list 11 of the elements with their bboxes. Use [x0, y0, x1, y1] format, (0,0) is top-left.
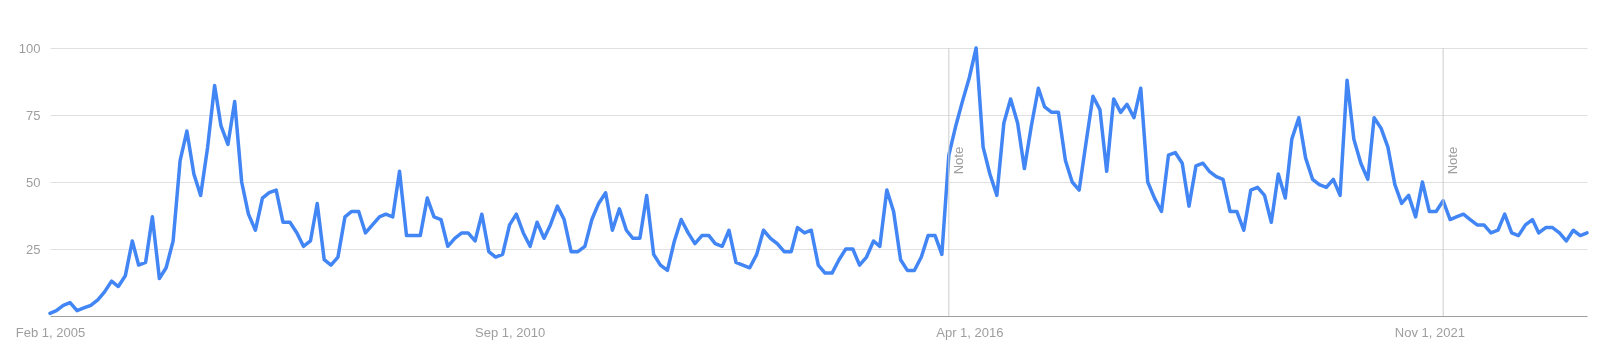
ref-line-label: Note: [950, 146, 966, 175]
ref-line-label: Note: [1445, 146, 1461, 175]
x-tick-label: Apr 1, 2016: [936, 324, 1004, 340]
y-tick-label: 100: [18, 40, 41, 56]
x-tick-label: Sep 1, 2010: [475, 324, 546, 340]
x-tick-label: Feb 1, 2005: [15, 324, 86, 340]
y-tick-label: 50: [26, 174, 41, 190]
x-tick-label: Nov 1, 2021: [1394, 324, 1465, 340]
y-tick-label: 25: [26, 241, 41, 257]
line-series: [48, 46, 1589, 316]
y-tick-label: 75: [26, 107, 41, 123]
